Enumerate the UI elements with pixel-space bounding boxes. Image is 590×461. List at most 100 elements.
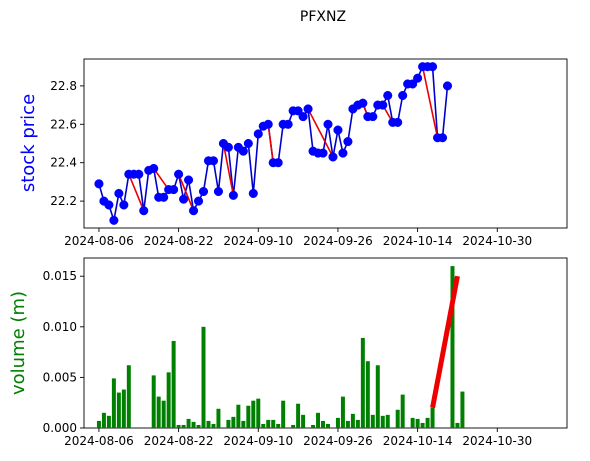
volume-bar: [201, 326, 206, 428]
price-y-tick-label: 22.6: [50, 117, 77, 131]
volume-bar: [161, 400, 166, 428]
volume-bar: [266, 419, 271, 428]
volume-bar: [106, 415, 111, 428]
chart-title: PFXNZ: [300, 9, 346, 25]
price-point: [248, 188, 258, 198]
volume-bar: [325, 423, 330, 428]
price-point: [104, 200, 114, 210]
volume-bar: [360, 337, 365, 428]
price-series: [94, 62, 453, 225]
price-point: [368, 112, 378, 122]
price-point: [193, 196, 204, 206]
volume-bar: [345, 420, 350, 428]
volume-bar: [296, 403, 301, 428]
volume-bar: [111, 378, 116, 428]
volume-bar: [166, 372, 171, 428]
volume-bar: [231, 416, 236, 428]
volume-bar: [301, 414, 306, 428]
price-drop-segment: [177, 173, 195, 212]
volume-y-axis-label: volume (m): [8, 291, 29, 395]
volume-y-tick-label: 0.005: [43, 370, 77, 384]
price-point: [243, 138, 253, 149]
volume-bar: [321, 420, 326, 428]
volume-x-tick-label: 2024-08-06: [64, 434, 134, 448]
volume-bar: [335, 417, 340, 428]
volume-bar: [121, 389, 126, 428]
price-point: [169, 185, 179, 195]
price-point: [318, 148, 328, 158]
volume-chart: 0.000 0.005 0.010 0.015 2024-08-06 2024-08-2…: [8, 257, 568, 448]
volume-y-tick-label: 0.000: [43, 421, 77, 435]
price-point: [263, 119, 273, 129]
volume-bar: [271, 419, 276, 428]
price-point: [328, 152, 338, 162]
price-point: [119, 200, 129, 210]
price-point: [179, 194, 189, 204]
price-point: [134, 169, 144, 179]
price-point: [437, 133, 448, 143]
price-point: [198, 186, 209, 197]
volume-bar: [211, 423, 216, 428]
price-point: [223, 142, 233, 152]
price-x-ticks: 2024-08-06 2024-08-22 2024-09-10 2024-09-26…: [64, 228, 532, 248]
price-point: [139, 206, 149, 216]
volume-bar: [281, 400, 286, 428]
price-point: [208, 156, 219, 166]
volume-y-tick-label: 0.010: [43, 320, 77, 334]
volume-x-tick-label: 2024-10-14: [383, 434, 453, 448]
volume-bar: [291, 424, 296, 428]
volume-bar: [350, 413, 355, 428]
price-x-tick-label: 2024-09-10: [223, 234, 293, 248]
price-point: [343, 137, 353, 147]
volume-x-tick-label: 2024-09-10: [223, 434, 293, 448]
volume-bar: [460, 391, 465, 428]
volume-bar: [450, 266, 455, 428]
volume-bar: [385, 414, 390, 428]
volume-bar: [246, 405, 251, 428]
volume-bar: [96, 420, 101, 428]
volume-bar: [126, 365, 131, 428]
volume-bar: [156, 396, 161, 428]
volume-bar: [226, 419, 231, 428]
volume-bar: [206, 420, 211, 428]
price-point: [383, 90, 393, 101]
volume-bars: [96, 266, 465, 428]
volume-bar: [241, 420, 246, 428]
volume-x-tick-label: 2024-09-26: [303, 434, 373, 448]
price-point: [149, 163, 159, 174]
price-point: [114, 188, 124, 198]
volume-bar: [415, 418, 420, 428]
volume-bar: [181, 424, 186, 428]
price-point: [109, 215, 119, 225]
volume-bar: [430, 407, 435, 428]
price-drop-segment: [307, 108, 334, 158]
price-point: [273, 158, 283, 168]
price-point: [94, 179, 104, 189]
volume-bar: [251, 400, 256, 428]
price-drop-segment: [128, 173, 145, 212]
volume-y-tick-label: 0.015: [43, 269, 77, 283]
price-point: [442, 81, 453, 91]
price-point: [323, 119, 333, 129]
price-point: [338, 148, 348, 158]
volume-bar: [455, 422, 460, 428]
volume-bar: [340, 396, 345, 428]
price-point: [159, 192, 169, 202]
price-chart: 22.222.422.622.8 2024-08-06 2024-08-22 202…: [18, 58, 568, 248]
price-drop-segment: [421, 66, 439, 138]
volume-plot-area: [83, 257, 568, 429]
price-point: [393, 117, 403, 127]
price-point: [184, 175, 194, 185]
volume-bar: [420, 422, 425, 428]
price-x-tick-label: 2024-10-30: [462, 234, 532, 248]
volume-bar: [101, 412, 106, 428]
volume-x-ticks: 2024-08-06 2024-08-22 2024-09-10 2024-09-26…: [64, 428, 532, 448]
price-point: [228, 190, 238, 200]
volume-bar: [380, 415, 385, 428]
price-point: [283, 119, 293, 129]
price-point: [408, 79, 418, 89]
volume-bar: [425, 417, 430, 428]
price-point: [428, 62, 438, 72]
price-point: [298, 112, 308, 122]
